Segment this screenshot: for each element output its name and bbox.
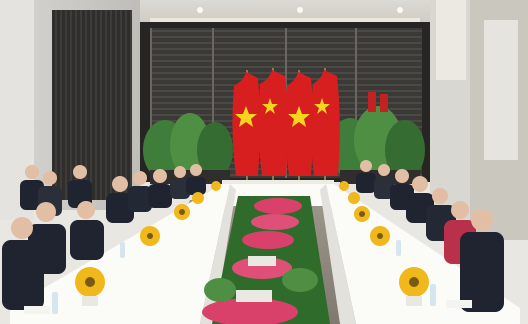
person [128, 171, 152, 212]
sunflower-vase [140, 226, 160, 246]
right-wall [430, 0, 528, 240]
vietnam-flag [232, 70, 260, 180]
small-flag [368, 92, 376, 112]
person [70, 201, 104, 260]
flag-group [232, 68, 388, 180]
person [374, 164, 394, 199]
sunflower-vase [192, 192, 204, 204]
person [460, 209, 504, 312]
china-flag [258, 68, 288, 180]
back-plants [143, 106, 425, 184]
sunflower-vase [399, 267, 429, 306]
person [356, 160, 376, 193]
left-wall [0, 0, 140, 220]
left-delegation [2, 164, 206, 310]
sunflower-vase [75, 267, 105, 306]
sunflower-vase [348, 192, 360, 204]
small-flag [380, 94, 388, 112]
right-delegation [356, 160, 504, 312]
person [106, 176, 134, 223]
person [148, 169, 172, 208]
person [170, 166, 190, 199]
sunflower-vase [174, 204, 190, 220]
sunflower-vase [339, 181, 349, 191]
sunflower-vase [354, 206, 370, 222]
sunflower-vase [211, 181, 221, 191]
person [2, 217, 44, 310]
sunflower-vase [370, 226, 390, 246]
china-flag [310, 68, 340, 180]
vietnam-flag [285, 70, 313, 180]
table-items [24, 240, 472, 314]
flower-arrangement [202, 196, 330, 324]
person [186, 164, 206, 195]
table-flowers [75, 181, 429, 306]
